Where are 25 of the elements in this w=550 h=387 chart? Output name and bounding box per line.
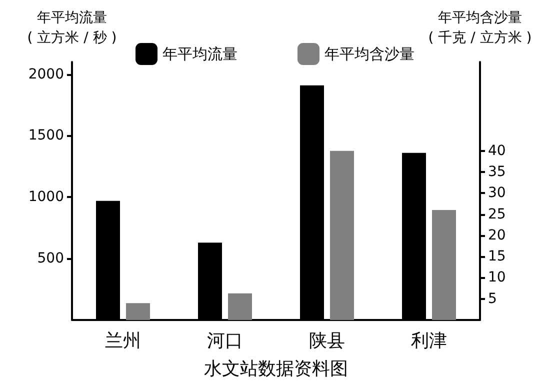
y2-tick-label: 5 bbox=[488, 290, 497, 307]
bar bbox=[330, 150, 354, 320]
y2-tick-label: 25 bbox=[488, 206, 506, 222]
bar bbox=[228, 293, 252, 320]
y-tick-label: 1500 bbox=[28, 128, 64, 144]
legend-label: 年平均含沙量 bbox=[324, 45, 414, 63]
y-tick-label: 2000 bbox=[28, 66, 64, 82]
y-tick-label: 500 bbox=[37, 250, 64, 267]
y-tick-label: 1000 bbox=[28, 189, 64, 206]
bar bbox=[126, 303, 150, 320]
y2-tick-label: 30 bbox=[488, 185, 506, 202]
y2-tick-label: 35 bbox=[488, 164, 506, 180]
y2-tick-label: 40 bbox=[488, 142, 506, 159]
x-axis-title: 水文站数据资料图 bbox=[204, 358, 348, 380]
x-tick-label: 兰州 bbox=[105, 330, 141, 352]
y2-axis-title: 年平均含沙量 ( 千克 / 立方米 ) bbox=[428, 10, 532, 46]
y2-tick-label: 10 bbox=[488, 270, 506, 286]
x-tick-label: 陕县 bbox=[309, 330, 345, 352]
bar bbox=[432, 210, 456, 320]
legend-label: 年平均流量 bbox=[162, 45, 238, 63]
y2-tick-label: 15 bbox=[488, 248, 506, 265]
y-axis-title: 年平均流量 ( 立方米 / 秒 ) bbox=[27, 10, 117, 46]
y2-tick-label: 20 bbox=[488, 227, 506, 244]
x-tick-label: 利津 bbox=[411, 330, 447, 352]
x-tick-label: 河口 bbox=[207, 330, 243, 352]
